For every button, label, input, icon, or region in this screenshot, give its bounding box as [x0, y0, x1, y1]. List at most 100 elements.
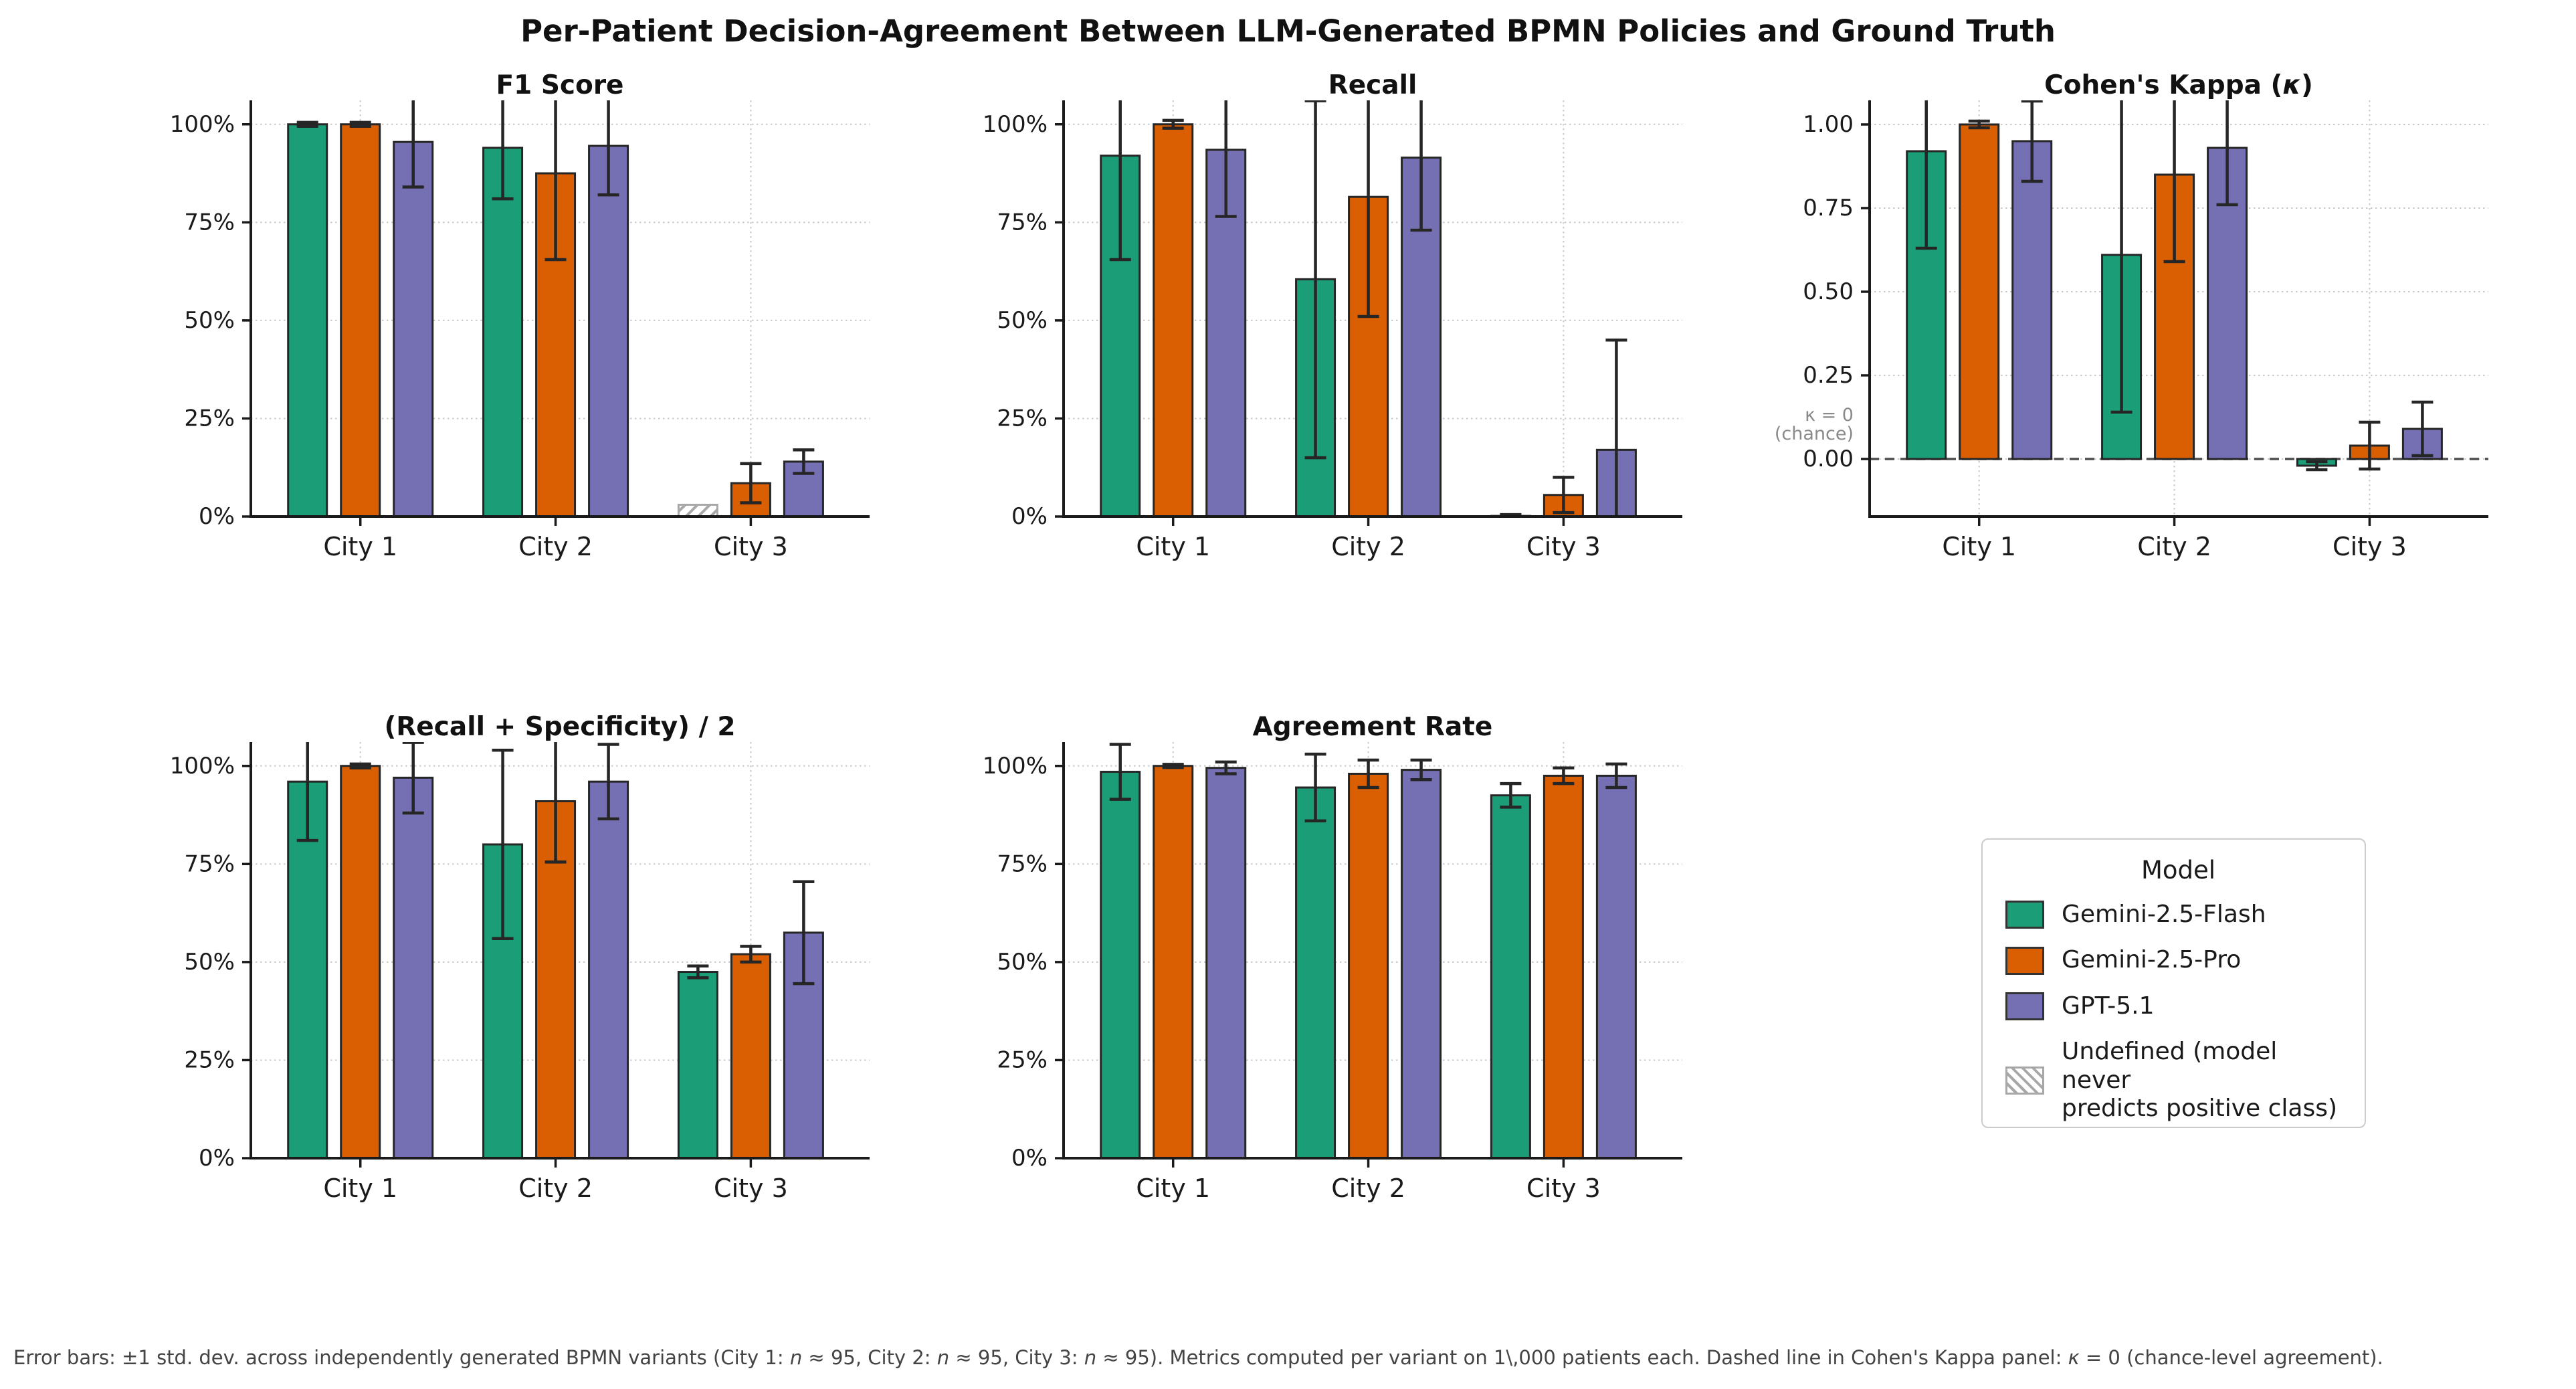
bar	[1959, 123, 2000, 460]
legend-item-gemini-pro: Gemini-2.5-Pro	[2005, 946, 2351, 975]
y-tick-label: 0%	[199, 503, 235, 530]
bar	[1490, 794, 1531, 1160]
bar	[588, 145, 629, 518]
bar	[730, 953, 771, 1160]
legend-label: Undefined (model never predicts positive …	[2062, 1038, 2338, 1123]
x-tick-label: City 2	[518, 532, 593, 561]
x-tick-label: City 3	[1526, 1174, 1601, 1203]
bar	[1295, 786, 1336, 1160]
legend-swatch-gemini-pro	[2005, 946, 2044, 975]
y-tick-label: 50%	[997, 307, 1048, 334]
bar-undefined	[677, 503, 718, 518]
panel-title-recall: Recall	[1328, 70, 1417, 100]
x-tick-label: City 1	[1136, 532, 1210, 561]
bar	[1100, 771, 1141, 1160]
x-tick-label: City 2	[1331, 1174, 1405, 1203]
plot-area-recall-specificity: 0% 25% 50% 75% 100% City 1 City 2 City 3	[170, 742, 870, 1203]
bar	[482, 147, 524, 518]
y-tick-label: 50%	[184, 949, 235, 976]
bars	[287, 123, 824, 518]
legend-label: Gemini-2.5-Flash	[2062, 901, 2266, 928]
error-bars	[296, 742, 815, 986]
bar	[1348, 772, 1389, 1160]
bar	[1153, 123, 1194, 518]
panel-recall: 0% 25% 50% 75% 100% City 1 City 2 City 3 Recall	[983, 70, 1682, 561]
kappa-chance-annotation: (chance)	[1775, 424, 1854, 444]
bar	[1153, 765, 1194, 1160]
kappa-chance-annotation: κ = 0	[1805, 405, 1854, 426]
y-tick-label: 0%	[1011, 503, 1048, 530]
legend-title: Model	[2141, 856, 2216, 885]
y-tick-label: 0.25	[1803, 362, 1854, 389]
panel-agreement-rate: 0% 25% 50% 75% 100% City 1 City 2 City 3 Agreeme…	[983, 712, 1682, 1203]
panel-title-recall-specificity: (Recall + Specificity) / 2	[384, 712, 735, 742]
y-tick-label: 0.00	[1803, 446, 1854, 472]
bar	[1205, 767, 1247, 1160]
y-tick-label: 0%	[199, 1145, 235, 1172]
bar	[340, 765, 381, 1160]
panel-title-agreement: Agreement Rate	[1253, 712, 1493, 742]
error-bars	[1915, 100, 2434, 472]
error-bars	[1109, 100, 1627, 517]
x-tick-label: City 1	[1942, 532, 2016, 561]
bar	[1543, 774, 1584, 1160]
legend-swatch-gpt	[2005, 992, 2044, 1021]
legend-item-gpt: GPT-5.1	[2005, 992, 2351, 1021]
y-tick-label: 0%	[1011, 1145, 1048, 1172]
x-tick-label: City 1	[323, 1174, 397, 1203]
x-tick-label: City 2	[518, 1174, 593, 1203]
bar	[2011, 140, 2053, 460]
y-tick-label: 75%	[997, 209, 1048, 236]
y-tick-label: 25%	[184, 1046, 235, 1073]
bar	[393, 776, 434, 1160]
y-tick-label: 25%	[997, 1046, 1048, 1073]
x-tick-label: City 2	[1331, 532, 1405, 561]
y-tick-label: 100%	[983, 111, 1048, 138]
error-bars	[1109, 743, 1627, 823]
panel-f1-score: 0% 25% 50% 75% 100% City 1 City 2 City 3 F1 Scor…	[170, 70, 870, 561]
legend-label: GPT-5.1	[2062, 992, 2155, 1020]
y-tick-label: 100%	[983, 753, 1048, 779]
bar	[287, 780, 328, 1160]
legend-label: Gemini-2.5-Pro	[2062, 946, 2242, 974]
y-tick-label: 100%	[170, 753, 235, 779]
y-tick-label: 50%	[997, 949, 1048, 976]
y-tick-label: 25%	[997, 405, 1048, 432]
x-tick-label: City 1	[323, 532, 397, 561]
plot-area-f1: 0% 25% 50% 75% 100% City 1 City 2 City 3	[170, 100, 870, 561]
bar	[1401, 769, 1442, 1160]
y-tick-label: 100%	[170, 111, 235, 138]
bars	[1100, 123, 1637, 518]
x-tick-label: City 3	[1526, 532, 1601, 561]
panel-recall-specificity: 0% 25% 50% 75% 100% City 1 City 2 City 3 (Recall…	[170, 712, 870, 1203]
x-tick-label: City 1	[1136, 1174, 1210, 1203]
plot-area-recall: 0% 25% 50% 75% 100% City 1 City 2 City 3	[983, 100, 1682, 561]
y-tick-label: 75%	[997, 850, 1048, 877]
legend-swatch-gemini-flash	[2005, 901, 2044, 929]
panel-title-f1: F1 Score	[496, 70, 623, 100]
y-tick-label: 75%	[184, 850, 235, 877]
figure-title: Per-Patient Decision-Agreement Between L…	[520, 13, 2056, 49]
y-tick-label: 0.50	[1803, 278, 1854, 305]
x-tick-label: City 2	[2137, 532, 2211, 561]
bar	[677, 971, 718, 1160]
y-tick-label: 0.75	[1803, 195, 1854, 221]
footnote: Error bars: ±1 std. dev. across independ…	[13, 1346, 2383, 1369]
y-tick-label: 25%	[184, 405, 235, 432]
legend-swatch-undefined-hatch	[2005, 1067, 2044, 1095]
y-tick-label: 1.00	[1803, 111, 1854, 138]
plot-area-kappa: 0.00 0.25 0.50 0.75 1.00 City 1 City 2 City 3 κ …	[1775, 100, 2488, 561]
legend-item-gemini-flash: Gemini-2.5-Flash	[2005, 901, 2351, 929]
bar	[393, 141, 434, 518]
x-tick-label: City 3	[2333, 532, 2407, 561]
plot-area-agreement: 0% 25% 50% 75% 100% City 1 City 2 City 3	[983, 742, 1682, 1203]
panel-cohens-kappa: 0.00 0.25 0.50 0.75 1.00 City 1 City 2 City 3 κ …	[1775, 70, 2488, 561]
bar	[340, 123, 381, 518]
bars	[1100, 765, 1637, 1160]
bar	[287, 123, 328, 518]
y-tick-label: 75%	[184, 209, 235, 236]
x-tick-label: City 3	[714, 532, 788, 561]
bar	[1595, 774, 1637, 1160]
legend-item-undefined: Undefined (model never predicts positive …	[2005, 1038, 2351, 1123]
panel-title-kappa: Cohen's Kappa (κ)	[2044, 70, 2313, 100]
